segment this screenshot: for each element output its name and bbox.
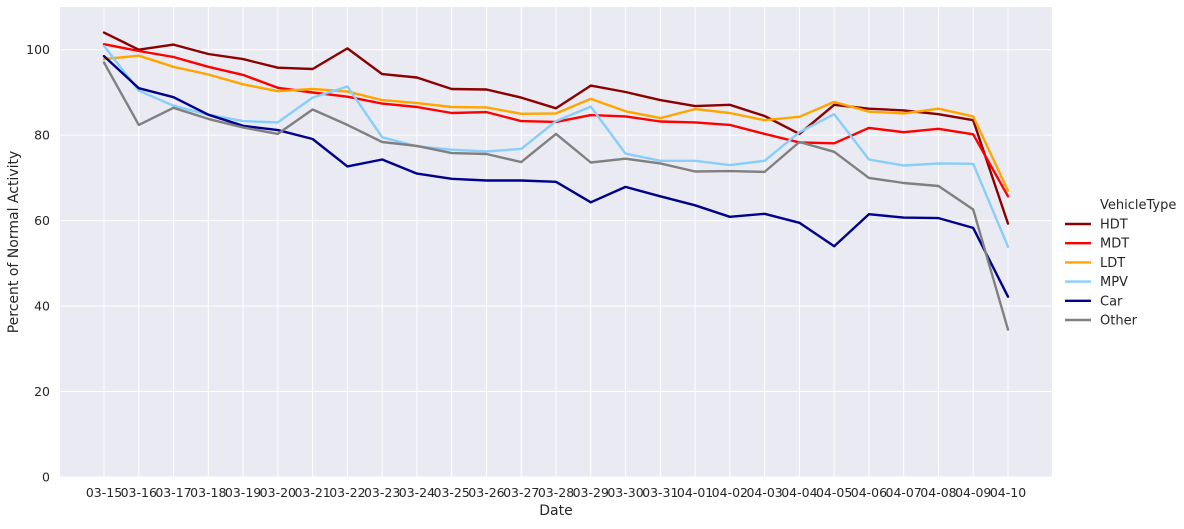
legend-label-mdt: MDT (1100, 237, 1129, 252)
x-tick-label: 04-07 (886, 485, 922, 500)
x-tick-label: 04-03 (746, 485, 782, 500)
x-tick-label: 04-04 (781, 485, 817, 500)
y-tick-label: 0 (42, 470, 50, 485)
x-tick-label: 03-30 (607, 485, 643, 500)
series-line-mpv (102, 44, 1010, 248)
legend-title: VehicleType (1100, 198, 1176, 213)
legend: VehicleType HDT MDT LDT MPV Car Other (1065, 198, 1176, 329)
legend-label-mpv: MPV (1100, 275, 1128, 290)
x-tick-labels: 03-1503-1603-1703-1803-1903-2003-2103-22… (86, 485, 1026, 500)
y-axis-label: Percent of Normal Activity (6, 151, 22, 334)
x-tick-label: 03-23 (364, 485, 400, 500)
x-tick-label: 04-06 (851, 485, 887, 500)
x-tick-label: 03-25 (434, 485, 470, 500)
x-tick-label: 04-01 (677, 485, 713, 500)
series-line-ldt (102, 54, 1010, 192)
x-tick-label: 03-21 (294, 485, 330, 500)
x-tick-label: 03-22 (329, 485, 365, 500)
x-tick-label: 04-10 (990, 485, 1026, 500)
x-tick-label: 03-28 (538, 485, 574, 500)
y-tick-label: 20 (34, 384, 50, 399)
x-tick-label: 04-09 (955, 485, 991, 500)
y-tick-label: 100 (26, 42, 50, 57)
series-line-other (102, 61, 1010, 331)
legend-label-hdt: HDT (1100, 218, 1128, 233)
x-tick-label: 03-18 (190, 485, 226, 500)
y-tick-labels: 0 20 40 60 80 100 (26, 42, 50, 484)
x-tick-label: 03-27 (503, 485, 539, 500)
y-tick-label: 80 (34, 128, 50, 143)
legend-label-ldt: LDT (1100, 256, 1125, 271)
y-tick-label: 60 (34, 213, 50, 228)
x-tick-label: 03-19 (225, 485, 261, 500)
x-tick-label: 03-26 (468, 485, 504, 500)
legend-label-car: Car (1100, 294, 1123, 309)
x-tick-label: 03-17 (155, 485, 191, 500)
grid-lines (60, 7, 1052, 478)
x-tick-label: 03-20 (260, 485, 296, 500)
x-tick-label: 03-15 (86, 485, 122, 500)
x-axis-label: Date (539, 503, 572, 519)
series-lines (102, 31, 1010, 331)
legend-label-other: Other (1100, 314, 1138, 329)
x-tick-label: 03-24 (399, 485, 435, 500)
x-tick-label: 03-16 (121, 485, 157, 500)
series-line-car (102, 54, 1010, 298)
x-tick-label: 04-02 (712, 485, 748, 500)
x-tick-label: 03-29 (573, 485, 609, 500)
x-tick-label: 04-08 (920, 485, 956, 500)
x-tick-label: 03-31 (642, 485, 678, 500)
y-tick-label: 40 (34, 299, 50, 314)
legend-items: HDT MDT LDT MPV Car Other (1065, 218, 1138, 329)
x-tick-label: 04-05 (816, 485, 852, 500)
